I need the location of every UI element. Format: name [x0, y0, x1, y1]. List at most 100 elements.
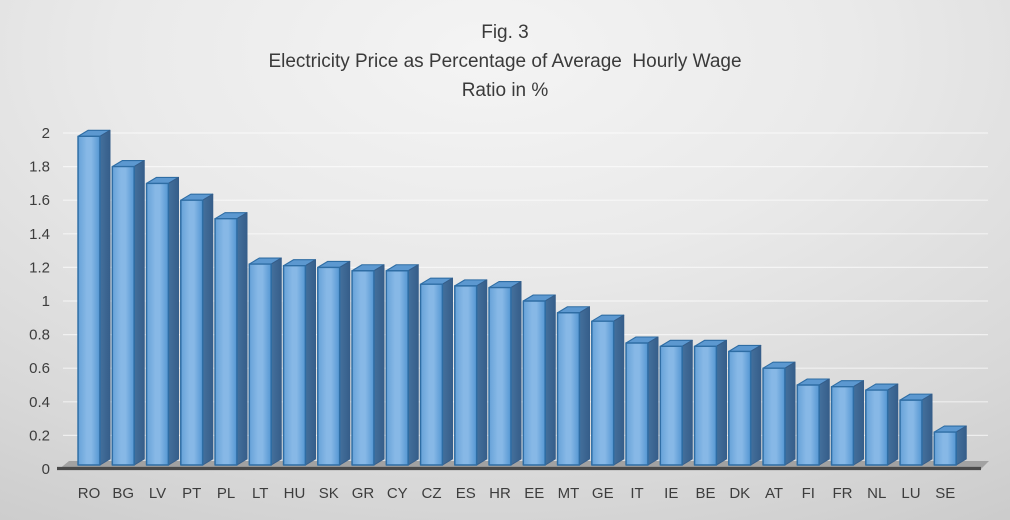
x-label-hr: HR — [489, 485, 511, 502]
bar-side-face — [579, 306, 590, 466]
bar-cy — [385, 264, 419, 466]
y-axis-label: 1 — [42, 293, 50, 310]
x-label-sk: SK — [319, 485, 339, 502]
bar-side-face — [921, 393, 933, 466]
bar-front-face — [180, 199, 204, 466]
bar-it — [625, 336, 659, 466]
bar-side-face — [887, 383, 899, 466]
bar-sk — [317, 260, 351, 466]
bar-nl — [865, 383, 899, 466]
x-label-bg: BG — [112, 485, 134, 502]
y-axis-label: 0.2 — [29, 427, 50, 444]
x-axis-labels: RO BG LV PT PL LT HU SK GR CY CZ ES HR EE MT GE IT IE BE DK… — [78, 485, 956, 502]
y-axis-label: 1.6 — [29, 192, 50, 209]
bar-front-face — [351, 270, 375, 466]
bar-front-face — [317, 266, 341, 466]
bar-side-face — [818, 378, 830, 466]
y-axis-label: 1.2 — [29, 259, 50, 276]
bar-side-face — [442, 277, 453, 466]
bar-side-face — [510, 281, 522, 466]
bar-ee — [522, 294, 556, 466]
bar-front-face — [214, 217, 238, 466]
x-label-ge: GE — [592, 485, 614, 502]
chart-title: Fig. 3 Electricity Price as Percentage o… — [0, 18, 1010, 105]
x-label-at: AT — [765, 485, 783, 502]
x-label-cz: CZ — [422, 485, 442, 502]
bar-front-face — [728, 350, 752, 466]
bar-side-face — [270, 257, 282, 466]
bar-front-face — [659, 345, 683, 466]
bar-front-face — [865, 389, 889, 466]
chart-title-line-2: Electricity Price as Percentage of Avera… — [268, 51, 742, 72]
chart-title-line-1: Fig. 3 — [481, 22, 529, 43]
y-axis-label: 0.8 — [29, 327, 50, 344]
bar-hu — [282, 259, 317, 466]
bar-hr — [488, 281, 522, 466]
bar-dk — [728, 344, 762, 466]
y-axis-label: 0.4 — [29, 394, 50, 411]
bar-lu — [899, 393, 933, 466]
bar-side-face — [202, 193, 214, 466]
bar-side-face — [236, 212, 248, 466]
x-label-dk: DK — [729, 485, 750, 502]
bar-side-face — [168, 176, 179, 466]
bar-gr — [351, 264, 385, 466]
bar-side-face — [305, 259, 316, 466]
bar-lv — [145, 176, 180, 466]
bar-fr — [830, 380, 865, 466]
x-label-lv: LV — [149, 485, 166, 502]
chart-title-line-3: Ratio in % — [461, 80, 549, 101]
bar-side-face — [750, 344, 762, 466]
bar-front-face — [282, 265, 307, 466]
bar-se — [933, 425, 967, 466]
x-label-ee: EE — [524, 485, 544, 502]
y-axis-labels: 0 0.2 0.4 0.6 0.8 1 1.2 1.4 1.6 1.8 2 — [29, 125, 50, 478]
x-label-be: BE — [695, 485, 715, 502]
bar-pt — [180, 193, 214, 466]
x-label-nl: NL — [867, 485, 886, 502]
bar-side-face — [544, 294, 556, 466]
bar-front-face — [77, 135, 101, 466]
x-label-pl: PL — [217, 485, 235, 502]
x-label-es: ES — [456, 485, 476, 502]
bar-front-face — [933, 431, 957, 466]
bar-ge — [591, 314, 625, 466]
bar-front-face — [145, 182, 170, 466]
bar-front-face — [111, 165, 135, 466]
bar-mt — [556, 306, 591, 466]
y-axis-label: 0.6 — [29, 360, 50, 377]
bar-front-face — [385, 270, 409, 466]
y-axis-label: 1.4 — [29, 226, 50, 243]
bar-side-face — [133, 160, 145, 466]
x-label-fi: FI — [802, 485, 815, 502]
x-label-hu: HU — [284, 485, 306, 502]
x-label-fr: FR — [833, 485, 853, 502]
bar-front-face — [830, 385, 855, 466]
y-axis-label: 1.8 — [29, 159, 50, 176]
x-label-cy: CY — [387, 485, 408, 502]
bar-front-face — [419, 283, 444, 466]
x-label-mt: MT — [558, 485, 580, 502]
bar-front-face — [556, 312, 581, 466]
bar-side-face — [647, 336, 659, 466]
bar-at — [762, 361, 796, 466]
bar-side-face — [681, 339, 693, 466]
bars — [77, 129, 967, 466]
bar-side-face — [99, 129, 111, 466]
bar-side-face — [373, 264, 385, 466]
x-label-pt: PT — [182, 485, 201, 502]
bar-fi — [796, 378, 830, 466]
x-label-ro: RO — [78, 485, 101, 502]
x-label-lt: LT — [252, 485, 268, 502]
bar-front-face — [762, 367, 786, 466]
bar-lt — [248, 257, 282, 466]
bar-be — [693, 339, 728, 466]
bar-front-face — [454, 285, 478, 466]
x-label-lu: LU — [901, 485, 920, 502]
bar-side-face — [955, 425, 967, 466]
bar-side-face — [784, 361, 796, 466]
bar-bg — [111, 160, 145, 466]
bar-side-face — [339, 260, 351, 466]
x-label-it: IT — [630, 485, 643, 502]
